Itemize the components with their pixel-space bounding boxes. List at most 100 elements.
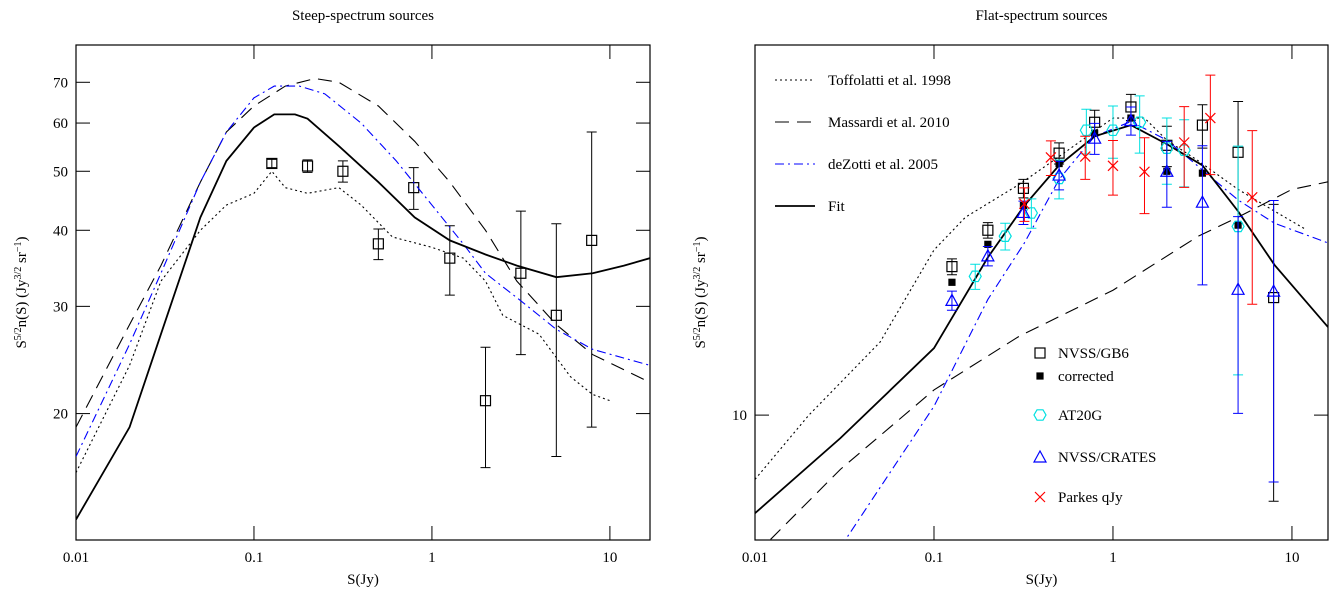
panel: Steep-spectrum sources S(Jy) S5/2n(S) (Jy3… <box>13 8 651 588</box>
y-axis-label: S5/2n(S) (Jy3/2 sr−1) <box>13 236 31 348</box>
legend-marker <box>1033 409 1047 421</box>
error-bar <box>1080 135 1091 180</box>
x-tick-label: 0.01 <box>742 550 768 566</box>
legend-label: Massardi et al. 2010 <box>828 115 950 131</box>
data-point <box>1123 113 1138 127</box>
data-point <box>968 270 982 283</box>
legend-label: NVSS/CRATES <box>1058 450 1156 466</box>
error-bar <box>586 131 597 428</box>
y-axis-label-part: S <box>14 340 30 348</box>
data-point <box>1204 112 1216 124</box>
error-bar <box>1139 137 1150 215</box>
legend-label: NVSS/GB6 <box>1058 346 1129 362</box>
data-point <box>1079 124 1094 137</box>
error-bar <box>1107 140 1118 196</box>
data-point <box>980 248 995 262</box>
data-point <box>301 160 314 172</box>
legend-marker <box>1034 347 1046 359</box>
data-point <box>1195 194 1210 208</box>
data-point <box>1053 147 1065 159</box>
data-point <box>444 252 456 264</box>
legend-label: deZotti et al. 2005 <box>828 157 938 173</box>
y-axis-label-part: n(S) (Jy <box>14 279 30 327</box>
data-point <box>946 261 958 273</box>
chart-title: Flat-spectrum sources <box>975 8 1107 24</box>
error-bar <box>1134 95 1145 154</box>
error-bar <box>1054 160 1065 191</box>
error-bar <box>1179 106 1190 188</box>
chart-title: Steep-spectrum sources <box>292 8 434 24</box>
x-tick-label: 0.1 <box>245 550 264 566</box>
error-bar <box>1026 198 1037 229</box>
data-point <box>372 238 384 250</box>
plot-area <box>755 74 1328 540</box>
data-point <box>479 395 492 407</box>
y-axis-label-part: −1 <box>13 241 24 252</box>
y-tick-label: 10 <box>732 408 747 424</box>
legend-label: Toffolatti et al. 1998 <box>828 73 951 89</box>
error-bar <box>1000 222 1011 251</box>
data-point <box>1079 151 1091 162</box>
legend-label: AT20G <box>1058 408 1102 424</box>
error-bar <box>970 263 981 290</box>
data-point <box>515 267 527 279</box>
y-axis-label-part: 3/2 <box>692 267 703 280</box>
error-bar <box>480 346 491 469</box>
data-point <box>1132 116 1147 129</box>
panel: Flat-spectrum sources S(Jy) S5/2n(S) (Jy3/… <box>692 8 1329 588</box>
y-axis-label-part: n(S) (Jy <box>693 279 709 327</box>
y-tick-label: 50 <box>53 164 68 180</box>
curve <box>76 85 650 457</box>
data-point <box>337 165 349 177</box>
data-point <box>1139 166 1150 178</box>
y-tick-label: 60 <box>53 116 68 132</box>
curve <box>769 181 1328 540</box>
error-bar <box>408 167 419 210</box>
x-tick-label: 0.01 <box>63 550 89 566</box>
data-point <box>1016 205 1031 219</box>
data-point <box>1159 164 1174 177</box>
data-point <box>944 293 959 307</box>
x-tick-label: 1 <box>428 550 436 566</box>
curve <box>755 124 1328 514</box>
error-bar <box>373 228 384 261</box>
legend-marker <box>1034 491 1046 503</box>
x-tick-label: 0.1 <box>925 550 944 566</box>
legend-marker <box>1036 372 1044 380</box>
y-axis-label: S5/2n(S) (Jy3/2 sr−1) <box>692 236 710 348</box>
error-bar <box>1081 108 1092 155</box>
data-point <box>1246 191 1258 203</box>
curve <box>76 77 650 428</box>
error-bar <box>302 159 313 173</box>
error-bar <box>1268 200 1279 483</box>
data-point <box>550 309 562 321</box>
legend-marker <box>1032 449 1048 463</box>
error-bar <box>1125 106 1136 136</box>
data-point <box>586 234 598 246</box>
data-point <box>1052 167 1067 181</box>
plot-area <box>76 77 650 520</box>
x-tick-label: 10 <box>602 550 617 566</box>
x-axis-label: S(Jy) <box>1026 572 1058 588</box>
error-bar <box>515 210 526 356</box>
legend-label: corrected <box>1058 369 1114 385</box>
y-axis-label-part: 3/2 <box>13 267 24 280</box>
error-bar <box>266 158 277 169</box>
error-bar <box>551 223 562 458</box>
x-axis-label: S(Jy) <box>347 572 379 588</box>
error-bar <box>444 225 455 296</box>
data-point <box>1196 119 1209 131</box>
data-point <box>1107 160 1119 172</box>
error-bar <box>1205 74 1216 176</box>
y-axis-label-part: ) <box>14 236 30 241</box>
data-point <box>948 278 956 286</box>
plot-frame <box>754 44 1329 541</box>
curve <box>76 113 650 520</box>
data-point <box>1018 198 1030 210</box>
y-axis-label-part: ) <box>693 236 709 241</box>
error-bar <box>1197 145 1208 286</box>
data-point <box>1017 182 1030 194</box>
x-tick-label: 1 <box>1109 550 1117 566</box>
error-bar <box>1233 216 1244 414</box>
